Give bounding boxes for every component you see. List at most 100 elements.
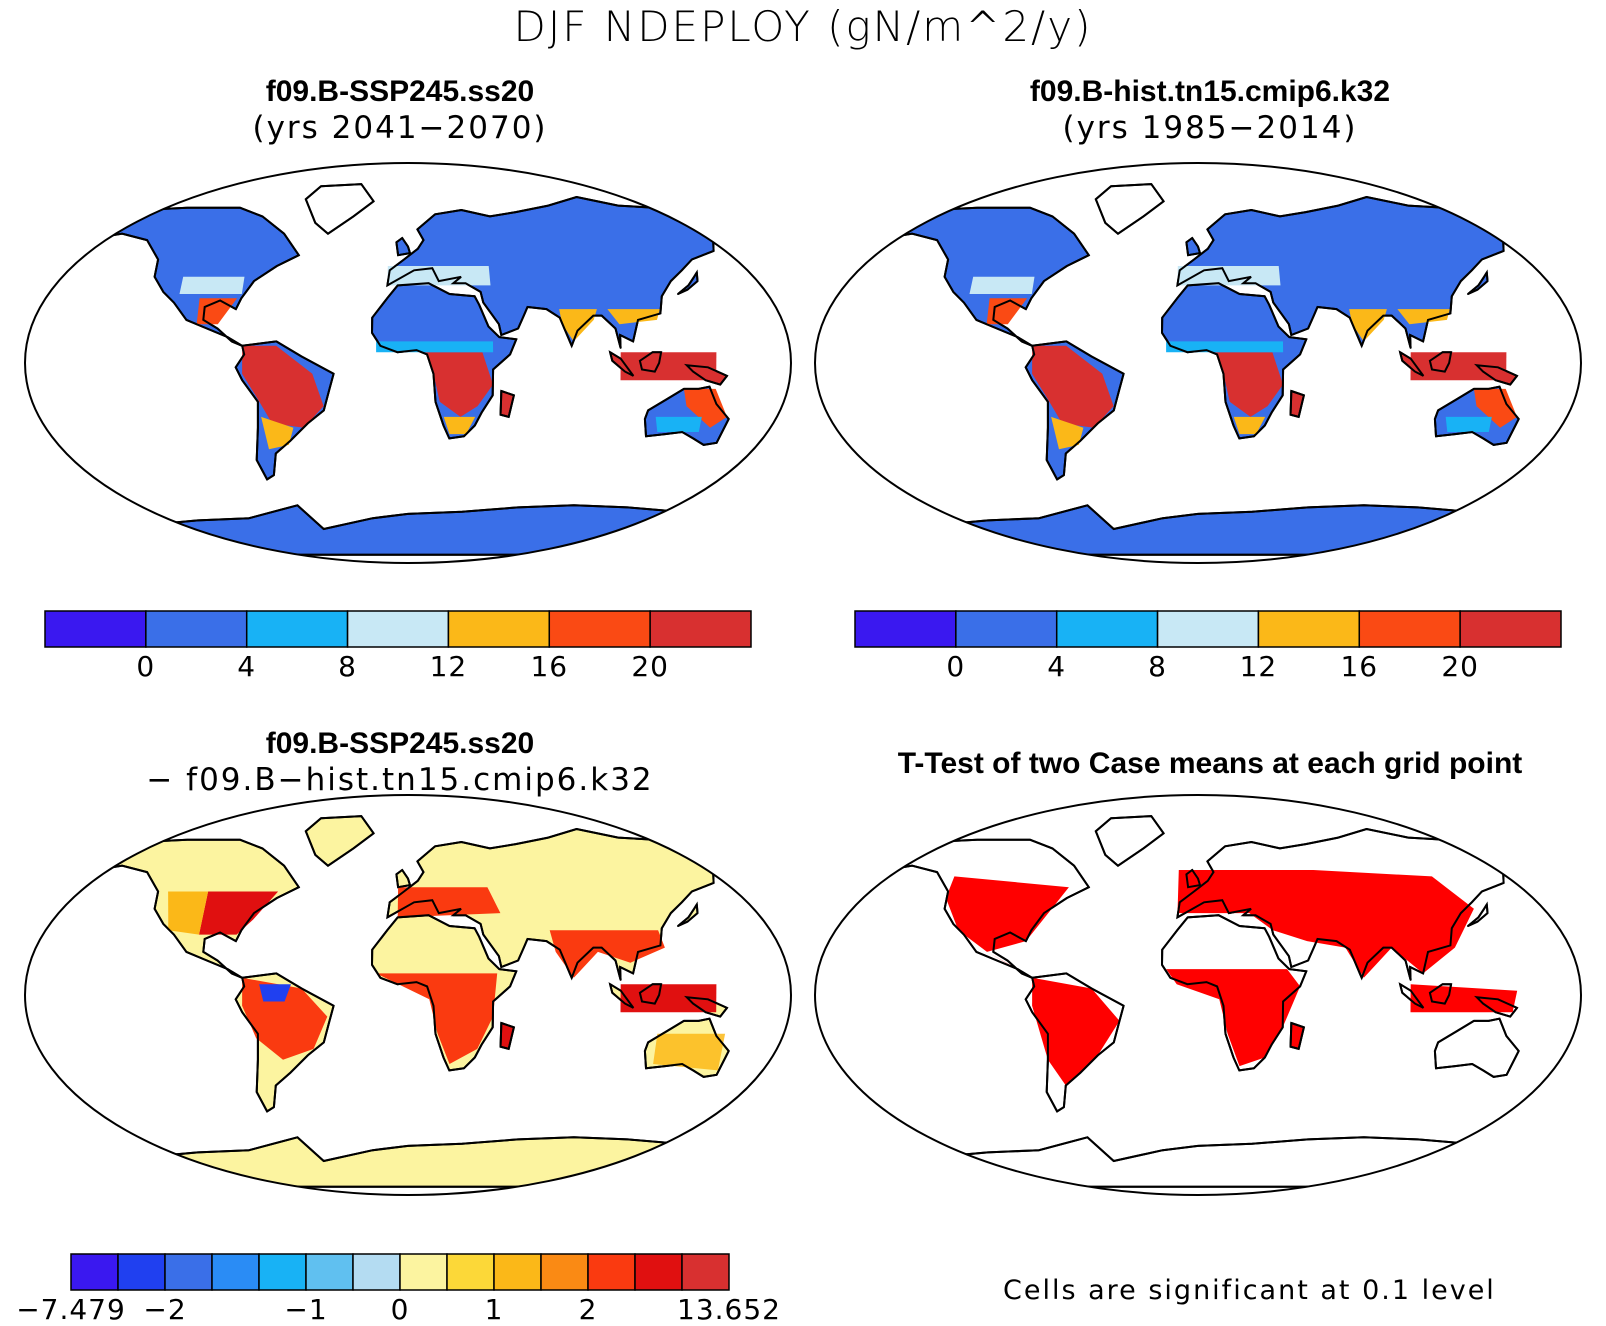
- coastline: [677, 269, 699, 295]
- colorbar-tick-label: −1: [284, 1293, 328, 1326]
- data-region: [259, 984, 291, 1002]
- data-region: [1233, 416, 1266, 435]
- colorbar-box: [548, 610, 651, 648]
- colorbar-tick-label: 12: [1239, 650, 1278, 683]
- colorbar-tick-label: 4: [237, 650, 257, 683]
- colorbar-box: [258, 1253, 307, 1291]
- colorbar-hist: [854, 610, 1562, 648]
- coastline: [1289, 1021, 1306, 1051]
- colorbar-box: [305, 1253, 354, 1291]
- colorbar-tick-label: 13.652: [677, 1293, 781, 1326]
- colorbar-box: [681, 1253, 730, 1291]
- data-region: [945, 876, 1069, 952]
- colorbar-box: [1459, 610, 1562, 648]
- panel-1-title: f09.B-SSP245.ss20 (yrs 2041−2070): [60, 74, 740, 146]
- colorbar-box: [245, 610, 349, 648]
- coastline: [684, 363, 729, 386]
- data-region: [376, 973, 498, 1064]
- colorbar-box: [1055, 610, 1159, 648]
- colorbar-tick-label: 2: [578, 1293, 598, 1326]
- coastline: [370, 914, 518, 1072]
- coastline: [1398, 982, 1425, 1009]
- significance-note: Cells are significant at 0.1 level: [1003, 1275, 1496, 1306]
- map-panel-ssp245: [24, 162, 792, 564]
- data-region: [242, 345, 324, 428]
- colorbar-difference: [70, 1253, 730, 1291]
- data-region: [1349, 309, 1387, 342]
- coastline: [1094, 183, 1165, 235]
- colorbar-tick-label: 16: [530, 650, 569, 683]
- colorbar-tick-label: 1: [484, 1293, 504, 1326]
- map-border: [814, 794, 1582, 1196]
- map-panel-ttest: [814, 794, 1582, 1196]
- coastline: [608, 982, 635, 1009]
- coastline: [677, 901, 699, 927]
- panel-4-ttest-title: T-Test of two Case means at each grid po…: [897, 747, 1523, 780]
- figure-title: DJF NDEPLOY (gN/m^2/y): [513, 2, 1093, 51]
- data-region: [261, 416, 294, 450]
- coastline: [643, 1017, 730, 1078]
- coastline: [608, 350, 635, 377]
- panel-2-years: (yrs 1985−2014): [1062, 110, 1358, 146]
- colorbar-box: [540, 1253, 589, 1291]
- data-region: [1410, 352, 1507, 381]
- data-region: [1410, 984, 1518, 1013]
- coastline: [395, 868, 412, 889]
- colorbar-box: [164, 1253, 213, 1291]
- data-region: [1032, 977, 1120, 1086]
- coastline: [1433, 1017, 1520, 1078]
- coastline: [499, 1021, 516, 1051]
- data-region: [376, 341, 494, 353]
- coastline: [1185, 236, 1202, 257]
- coastline: [1289, 389, 1306, 419]
- coastline: [1428, 983, 1453, 1005]
- colorbar-box: [145, 610, 248, 648]
- colorbar-box: [634, 1253, 683, 1291]
- data-region: [425, 352, 493, 417]
- panel-3-subtracted-case: − f09.B−hist.tn15.cmip6.k32: [146, 762, 654, 798]
- panel-3-case-name: f09.B-SSP245.ss20: [265, 727, 535, 760]
- colorbar-box: [447, 610, 551, 648]
- coastline: [386, 827, 740, 981]
- colorbar-ssp245: [44, 610, 752, 648]
- coastline: [1185, 868, 1202, 889]
- coastline: [1474, 995, 1519, 1018]
- coastline: [370, 282, 518, 440]
- colorbar-tick-label: 20: [631, 650, 669, 683]
- coastline: [1024, 340, 1125, 481]
- data-region: [199, 891, 279, 935]
- coastline: [1024, 972, 1125, 1113]
- data-region: [969, 276, 1035, 294]
- data-region: [168, 891, 209, 935]
- coastline: [684, 995, 729, 1018]
- map-border: [24, 162, 792, 564]
- data-region: [397, 887, 501, 918]
- colorbar-box: [1257, 610, 1361, 648]
- data-region: [1032, 345, 1114, 428]
- colorbar-tick-label: 4: [1047, 650, 1067, 683]
- coastline: [885, 206, 1091, 347]
- colorbar-box: [446, 1253, 495, 1291]
- map-panel-hist: [814, 162, 1582, 564]
- data-region: [653, 1033, 726, 1071]
- map-border: [814, 162, 1582, 564]
- panel-2-title: f09.B-hist.tn15.cmip6.k32 (yrs 1985−2014…: [870, 74, 1550, 146]
- colorbar-box: [587, 1253, 636, 1291]
- colorbar-tick-label: 0: [136, 650, 156, 683]
- coastline: [234, 340, 335, 481]
- panel-3-title: f09.B-SSP245.ss20 − f09.B−hist.tn15.cmip…: [50, 726, 750, 798]
- colorbar-box: [1156, 610, 1260, 648]
- coastline: [885, 838, 1091, 979]
- data-region: [655, 416, 702, 432]
- coastline: [95, 206, 301, 347]
- panel-1-years: (yrs 2041−2070): [252, 110, 548, 146]
- colorbar-tick-label: 16: [1340, 650, 1379, 683]
- colorbar-box: [1358, 610, 1461, 648]
- map-border: [24, 794, 792, 1196]
- colorbar-box: [117, 1253, 166, 1291]
- map-panel-difference: [24, 794, 792, 1196]
- coastline: [638, 351, 663, 373]
- data-region: [1051, 416, 1084, 450]
- data-region: [559, 309, 597, 342]
- panel-4-title: T-Test of two Case means at each grid po…: [840, 746, 1580, 782]
